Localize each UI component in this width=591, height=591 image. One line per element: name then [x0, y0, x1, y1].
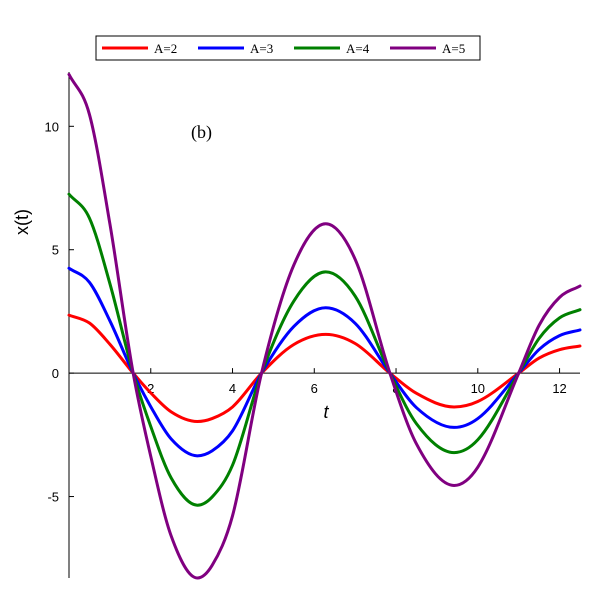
series-layer	[67, 72, 582, 580]
y-axis-title: x(t)	[12, 209, 32, 235]
series-line-3	[67, 192, 582, 507]
y-tick-label: 5	[52, 243, 59, 258]
panel-annotation: (b)	[191, 122, 212, 143]
legend-label: A=5	[442, 41, 465, 56]
legend-label: A=4	[346, 41, 370, 56]
x-tick-label: 12	[552, 381, 566, 396]
y-tick-label: 10	[45, 119, 59, 134]
x-tick-label: 4	[229, 381, 236, 396]
x-axis-title: t	[323, 402, 329, 422]
series-line-2	[67, 266, 582, 458]
series-line-1	[67, 313, 582, 424]
legend: A=2 A=3 A=4 A=5	[95, 35, 481, 61]
x-tick-label: 2	[147, 381, 154, 396]
x-tick-label: 10	[471, 381, 485, 396]
legend-label: A=2	[154, 41, 177, 56]
y-tick-label: 0	[52, 366, 59, 381]
y-tick-label: -5	[47, 490, 59, 505]
legend-label: A=3	[250, 41, 273, 56]
series-line-4	[67, 72, 582, 580]
x-tick-label: 6	[311, 381, 318, 396]
